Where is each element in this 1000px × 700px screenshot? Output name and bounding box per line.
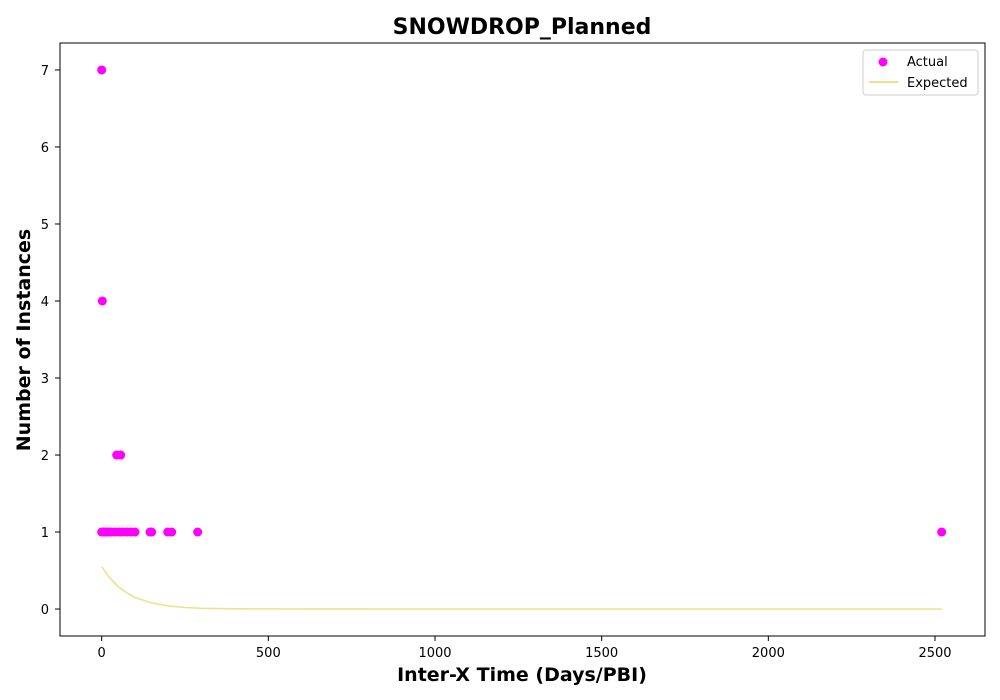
series-line-expected: [101, 566, 942, 610]
plot-area: [60, 43, 985, 636]
legend-label-expected: Expected: [907, 76, 968, 91]
x-tick-label: 2500: [918, 646, 951, 661]
data-point-actual: [167, 527, 177, 537]
y-tick-label: 7: [41, 64, 49, 79]
y-tick-label: 3: [41, 372, 49, 387]
legend-label-actual: Actual: [907, 55, 948, 70]
y-tick-label: 5: [41, 218, 49, 233]
y-tick-label: 6: [41, 141, 49, 156]
y-axis-label: Number of Instances: [13, 229, 35, 451]
legend-box: [862, 49, 979, 96]
legend: Actual Expected: [862, 49, 979, 96]
data-point-actual: [193, 527, 203, 537]
plot-frame: [59, 42, 986, 637]
x-tick-label: 1500: [585, 646, 618, 661]
x-tick-label: 0: [98, 646, 106, 661]
y-tick-label: 1: [41, 526, 49, 541]
y-tick-label: 4: [41, 295, 49, 310]
legend-marker-actual: [878, 57, 888, 67]
x-axis: 0 500 1000 1500 2000 2500: [98, 636, 952, 661]
chart-title: SNOWDROP_Planned: [393, 15, 652, 40]
data-point-actual: [130, 527, 140, 537]
x-axis-label: Inter-X Time (Days/PBI): [397, 664, 647, 686]
x-tick-label: 2000: [752, 646, 785, 661]
y-tick-label: 0: [41, 603, 49, 618]
data-point-actual: [97, 65, 107, 75]
x-tick-label: 1000: [418, 646, 451, 661]
data-point-actual: [147, 527, 157, 537]
y-tick-label: 2: [41, 449, 49, 464]
data-point-actual: [97, 296, 107, 306]
data-point-actual: [937, 527, 947, 537]
data-point-actual: [116, 450, 126, 460]
plot-content: [97, 65, 947, 610]
y-axis: 0 1 2 3 4 5 6 7: [41, 64, 60, 618]
x-tick-label: 500: [256, 646, 281, 661]
